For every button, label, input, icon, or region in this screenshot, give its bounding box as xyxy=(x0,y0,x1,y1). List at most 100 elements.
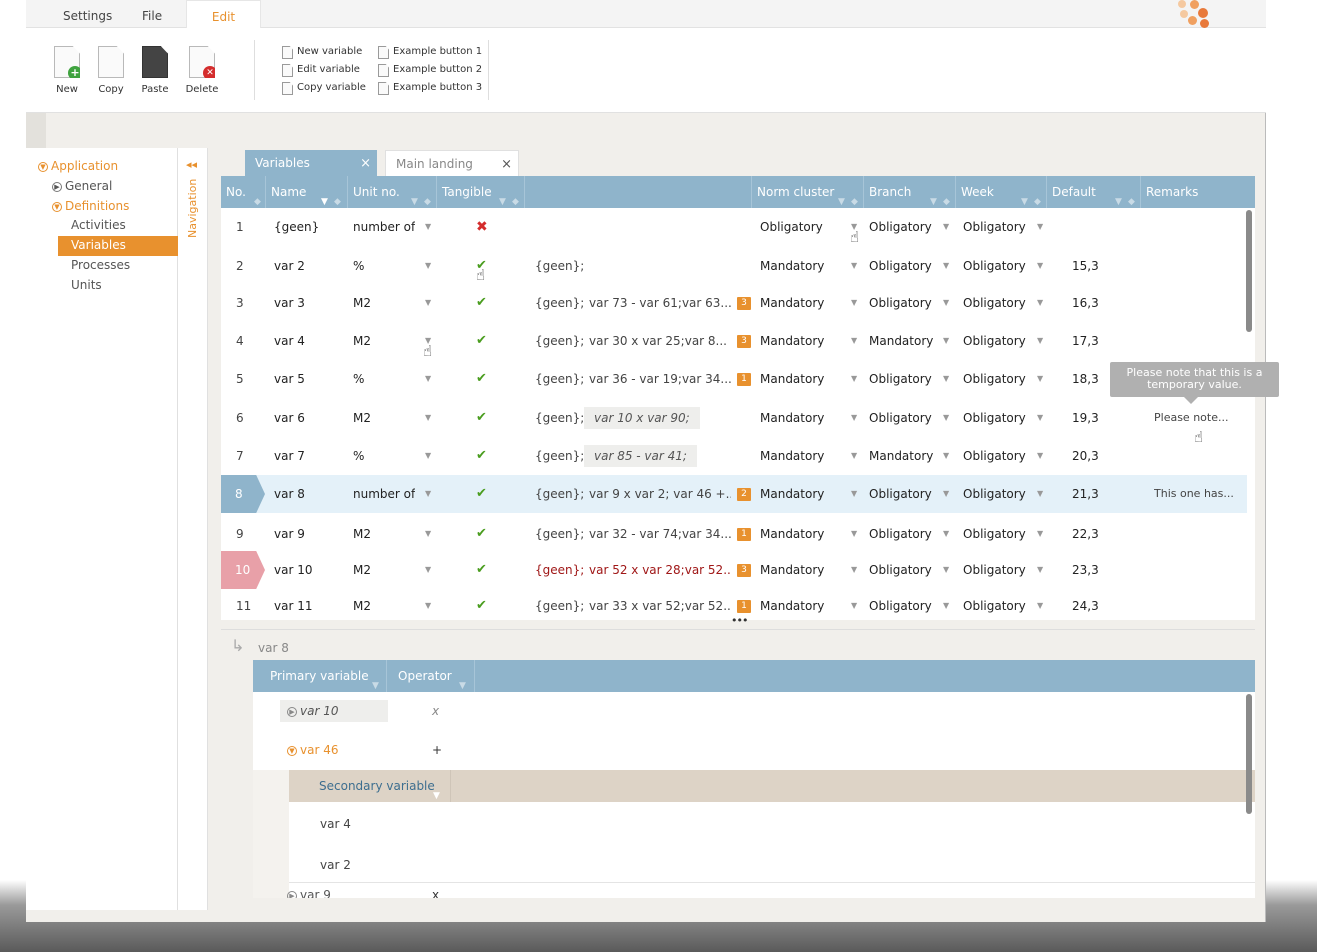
cell-norm-cluster[interactable]: Mandatory xyxy=(760,563,825,577)
example-button-2[interactable]: Example button 2 xyxy=(376,62,482,78)
header-no[interactable]: No. ◆ xyxy=(221,176,266,208)
cell-week[interactable]: Obligatory xyxy=(963,334,1026,348)
filter-icon[interactable]: ▼ xyxy=(321,197,328,207)
cell-branch[interactable]: Obligatory xyxy=(869,220,932,234)
cell-unit[interactable]: M2 xyxy=(353,563,371,577)
cell-formula[interactable]: var 52 x var 28;var 52... xyxy=(589,563,731,577)
sort-icon[interactable]: ◆ xyxy=(1034,197,1041,207)
table-row[interactable]: 8 var 8 number of ▼ ✔ {geen}; var 9 x var 2; v… xyxy=(221,475,1247,513)
header-remarks[interactable]: Remarks xyxy=(1141,176,1255,208)
sort-icon[interactable]: ◆ xyxy=(254,197,261,207)
chevron-down-icon[interactable]: ▼ xyxy=(1037,565,1044,574)
cell-default[interactable]: 19,3 xyxy=(1072,411,1099,425)
table-row[interactable]: 3 var 3 M2 ▼ ✔ {geen}; var 73 - var 61;var 63.… xyxy=(221,284,1247,322)
cell-norm-cluster[interactable]: Mandatory xyxy=(760,259,825,273)
cell-formula[interactable]: var 36 - var 19;var 34... xyxy=(589,372,731,386)
cell-formula[interactable]: var 9 x var 2; var 46 +... xyxy=(589,487,731,501)
cell-unit[interactable]: number of xyxy=(353,487,415,501)
cell-week[interactable]: Obligatory xyxy=(963,259,1026,273)
header-unit[interactable]: Unit no. ▼ ◆ xyxy=(348,176,437,208)
cell-branch[interactable]: Obligatory xyxy=(869,296,932,310)
chevron-down-icon[interactable]: ▼ xyxy=(851,565,858,574)
cell-unit[interactable]: % xyxy=(353,259,365,273)
tree-item-definitions[interactable]: ▼ Definitions xyxy=(52,199,129,213)
cell-week[interactable]: Obligatory xyxy=(963,527,1026,541)
chevron-down-icon[interactable]: ▼ xyxy=(851,489,858,498)
cell-week[interactable]: Obligatory xyxy=(963,372,1026,386)
cell-branch[interactable]: Obligatory xyxy=(869,563,932,577)
cell-unit[interactable]: % xyxy=(353,372,365,386)
check-icon[interactable]: ✔ xyxy=(476,410,487,425)
cell-default[interactable]: 17,3 xyxy=(1072,334,1099,348)
filter-icon[interactable]: ▼ xyxy=(411,197,418,207)
tree-item-general[interactable]: ▶ General xyxy=(52,179,112,193)
check-icon[interactable]: ✔ xyxy=(476,598,487,613)
table-row[interactable]: 2 var 2% ▼ ✔ {geen}; Mandatory ▼ Obligatory ▼ Obl… xyxy=(221,247,1247,285)
resize-handle-dots[interactable]: ••• xyxy=(731,614,748,627)
cell-name[interactable]: var 3 xyxy=(274,296,305,310)
chevron-right-icon[interactable]: ▶ xyxy=(287,890,297,898)
filter-icon[interactable]: ▼ xyxy=(1115,197,1122,207)
cell-name[interactable]: var 8 xyxy=(274,487,305,501)
cell-name[interactable]: var 11 xyxy=(274,599,313,613)
cell-unit[interactable]: M2 xyxy=(353,334,371,348)
cell-week[interactable]: Obligatory xyxy=(963,449,1026,463)
chevron-down-icon[interactable]: ▼ xyxy=(425,374,432,383)
cell-unit[interactable]: M2 xyxy=(353,296,371,310)
filter-icon[interactable]: ▼ xyxy=(1021,197,1028,207)
chevron-down-icon[interactable]: ▼ xyxy=(425,298,432,307)
header-secondary-variable[interactable]: Secondary variable ▼ xyxy=(289,770,451,802)
delete-button[interactable]: ✕ Delete xyxy=(180,46,224,95)
sort-icon[interactable]: ◆ xyxy=(512,197,519,207)
chevron-down-icon[interactable]: ▼ xyxy=(1037,374,1044,383)
cell-week[interactable]: Obligatory xyxy=(963,599,1026,613)
cell-name[interactable]: var 2 xyxy=(274,259,305,273)
new-variable-button[interactable]: New variable xyxy=(280,44,362,60)
sort-icon[interactable]: ◆ xyxy=(851,197,858,207)
table-row[interactable]: 1 {geen} number of ▼ ✖ Obligatory ▼ Obligatory ▼… xyxy=(221,208,1247,246)
table-row[interactable]: 6 var 6 M2 ▼ ✔ {geen}; var 10 x var 90; Mandato… xyxy=(221,399,1247,437)
cell-branch[interactable]: Obligatory xyxy=(869,527,932,541)
chevron-right-icon[interactable]: ▶ xyxy=(287,706,297,717)
chevron-down-icon[interactable]: ▼ xyxy=(943,336,950,345)
chevron-down-icon[interactable]: ▼ xyxy=(943,565,950,574)
chevron-down-icon[interactable]: ▼ xyxy=(943,529,950,538)
check-icon[interactable]: ✔ xyxy=(476,371,487,386)
filter-icon[interactable]: ▼ xyxy=(838,197,845,207)
cell-default[interactable]: 16,3 xyxy=(1072,296,1099,310)
check-icon[interactable]: ✔ xyxy=(476,486,487,501)
menu-tab-edit[interactable]: Edit xyxy=(186,0,261,30)
chevron-down-icon[interactable]: ▼ xyxy=(1037,336,1044,345)
close-icon[interactable]: × xyxy=(360,156,371,171)
cell-week[interactable]: Obligatory xyxy=(963,563,1026,577)
chevron-down-icon[interactable]: ▼ xyxy=(1037,529,1044,538)
cell-week[interactable]: Obligatory xyxy=(963,487,1026,501)
chevron-down-icon[interactable]: ▼ xyxy=(425,413,432,422)
chevron-down-icon[interactable]: ▼ xyxy=(943,374,950,383)
tree-item-variables-selected[interactable] xyxy=(58,236,178,256)
tree-item-processes[interactable]: Processes xyxy=(71,258,131,272)
check-icon[interactable]: ✔ xyxy=(476,258,487,273)
header-week[interactable]: Week ▼ ◆ xyxy=(956,176,1047,208)
check-icon[interactable]: ✔ xyxy=(476,562,487,577)
chevron-down-icon[interactable]: ▼ xyxy=(851,222,858,231)
cell-name[interactable]: var 7 xyxy=(274,449,305,463)
cell-unit[interactable]: number of xyxy=(353,220,415,234)
filter-icon[interactable]: ▼ xyxy=(930,197,937,207)
chevron-down-icon[interactable]: ▼ xyxy=(943,261,950,270)
cell-name[interactable]: var 5 xyxy=(274,372,305,386)
check-icon[interactable]: ✔ xyxy=(476,295,487,310)
cell-norm-cluster[interactable]: Mandatory xyxy=(760,449,825,463)
chevron-down-icon[interactable]: ▼ xyxy=(943,413,950,422)
cell-branch[interactable]: Mandatory xyxy=(869,334,934,348)
chevron-down-icon[interactable]: ▼ xyxy=(1037,489,1044,498)
cell-formula[interactable]: var 32 - var 74;var 34... xyxy=(589,527,731,541)
cell-name[interactable]: var 9 xyxy=(274,527,305,541)
chevron-down-icon[interactable]: ▼ xyxy=(943,298,950,307)
cell-name[interactable]: {geen} xyxy=(274,220,320,234)
copy-button[interactable]: Copy xyxy=(89,46,133,95)
filter-icon[interactable]: ▼ xyxy=(372,681,379,691)
table-row[interactable]: 7 var 7% ▼ ✔ {geen}; var 85 - var 41; Mandator… xyxy=(221,437,1247,475)
cell-name[interactable]: var 10 xyxy=(274,563,313,577)
header-norm-cluster[interactable]: Norm cluster ▼ ◆ xyxy=(752,176,864,208)
